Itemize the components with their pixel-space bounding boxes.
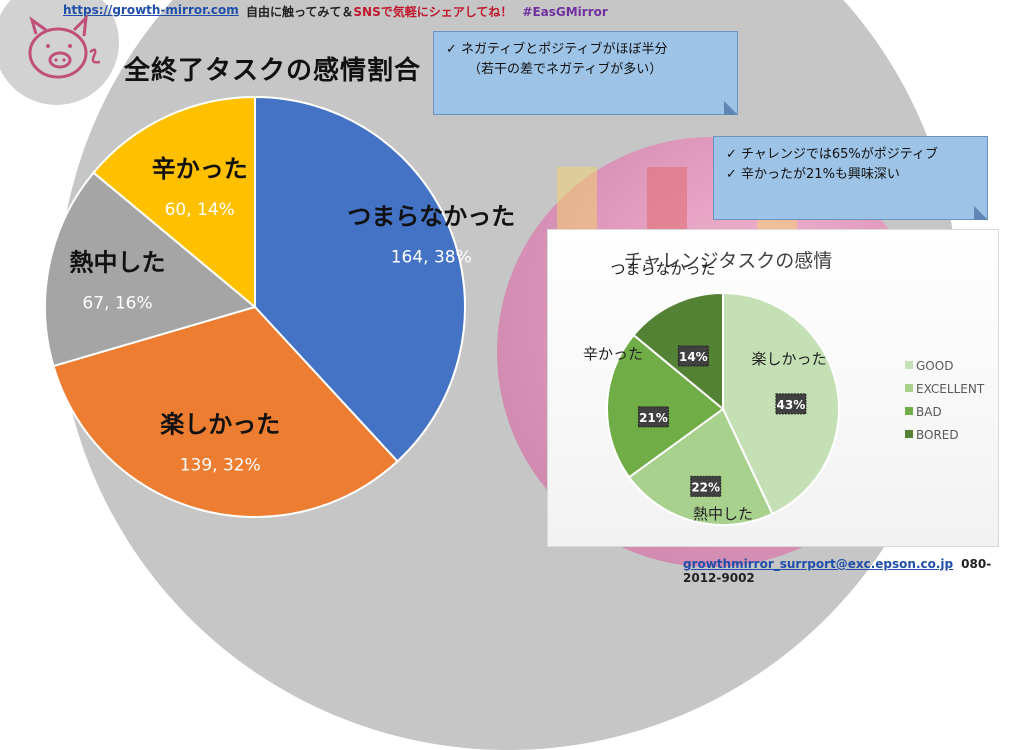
- legend-swatch: [905, 430, 913, 438]
- main-pie-category-label: 辛かった: [152, 155, 248, 183]
- tagline-accent: SNSで気軽にシェアしてね！: [353, 5, 513, 19]
- legend-entry: BAD: [916, 405, 942, 419]
- challenge-percent-label: 14%: [679, 350, 708, 364]
- callout-1-line-1: ✓ ネガティブとポジティブがほぼ半分: [446, 42, 668, 57]
- challenge-chart-title: チャレンジタスクの感情: [624, 250, 832, 272]
- main-pie-slice-4: [92, 95, 256, 310]
- main-pie-category-label: 熱中した: [70, 249, 166, 277]
- footer-email-link[interactable]: growthmirror_surrport@exc.epson.co.jp: [683, 557, 954, 571]
- pig-logo-icon: [28, 13, 101, 79]
- legend-entry: EXCELLENT: [916, 382, 985, 396]
- challenge-pie-chart: チャレンジタスクの感情 43% 楽しかった 22% 熱中した 21% 辛かった 14% つまらな…: [583, 250, 985, 526]
- challenge-percent-label: 43%: [777, 398, 806, 412]
- challenge-chart-panel: チャレンジタスクの感情 43% 楽しかった 22% 熱中した 21% 辛かった 14% つまらな…: [547, 229, 999, 547]
- challenge-pie-slice-4: [632, 291, 724, 412]
- callout-note-1: ✓ ネガティブとポジティブがほぼ半分 （若干の差でネガティブが多い）: [433, 31, 738, 115]
- tagline-prefix: 自由に触ってみて＆: [246, 5, 354, 19]
- legend-swatch: [905, 384, 913, 392]
- callout-1-line-2: （若干の差でネガティブが多い）: [468, 62, 663, 77]
- main-pie-value-label: 67, 16%: [82, 294, 152, 314]
- legend-swatch: [905, 361, 913, 369]
- main-pie-value-label: 164, 38%: [391, 248, 472, 268]
- challenge-percent-label: 21%: [639, 411, 668, 425]
- callout-2-line-1: ✓ チャレンジでは65%がポジティブ: [726, 147, 939, 162]
- main-pie-value-label: 139, 32%: [180, 455, 261, 475]
- main-pie-value-label: 60, 14%: [165, 200, 235, 220]
- main-pie-slice-1: [254, 95, 466, 463]
- callout-fold: [724, 101, 738, 115]
- challenge-pie-slice-3: [606, 333, 725, 479]
- challenge-pie-slice-2: [627, 407, 774, 526]
- main-pie-category-label: 楽しかった: [160, 410, 280, 438]
- main-pie-slice-3: [44, 171, 258, 368]
- legend-entry: GOOD: [916, 359, 953, 373]
- challenge-percent-badge: [690, 475, 722, 497]
- callout-2-line-2: ✓ 辛かったが21%も興味深い: [726, 167, 900, 182]
- legend-entry: BORED: [916, 428, 959, 442]
- challenge-percent-badge: [637, 406, 669, 428]
- challenge-percent-label: 22%: [691, 480, 720, 494]
- main-pie-category-label: つまらなかった: [347, 203, 515, 231]
- challenge-percent-badge: [677, 345, 709, 367]
- main-pie-slice-2: [52, 305, 399, 518]
- header-url-link[interactable]: https://growth-mirror.com: [63, 3, 239, 17]
- challenge-category-label: 辛かった: [583, 345, 643, 363]
- callout-note-2: ✓ チャレンジでは65%がポジティブ ✓ 辛かったが21%も興味深い: [713, 136, 988, 220]
- challenge-category-label: 楽しかった: [751, 350, 826, 368]
- header-tagline: 自由に触ってみて＆SNSで気軽にシェアしてね！ #EasGMirror: [246, 3, 608, 20]
- callout-fold: [974, 206, 988, 220]
- legend-swatch: [905, 407, 913, 415]
- challenge-percent-badge: [775, 393, 807, 415]
- hashtag[interactable]: #EasGMirror: [522, 5, 608, 19]
- footer-contact: growthmirror_surrport@exc.epson.co.jp 080…: [683, 557, 1024, 585]
- main-pie-chart: つまらなかった 164, 38% 楽しかった 139, 32% 熱中した 67, 16% 辛…: [44, 95, 515, 518]
- challenge-category-label: つまらなかった: [610, 260, 715, 278]
- challenge-category-label: 熱中した: [693, 505, 753, 523]
- main-chart-title: 全終了タスクの感情割合: [124, 56, 422, 86]
